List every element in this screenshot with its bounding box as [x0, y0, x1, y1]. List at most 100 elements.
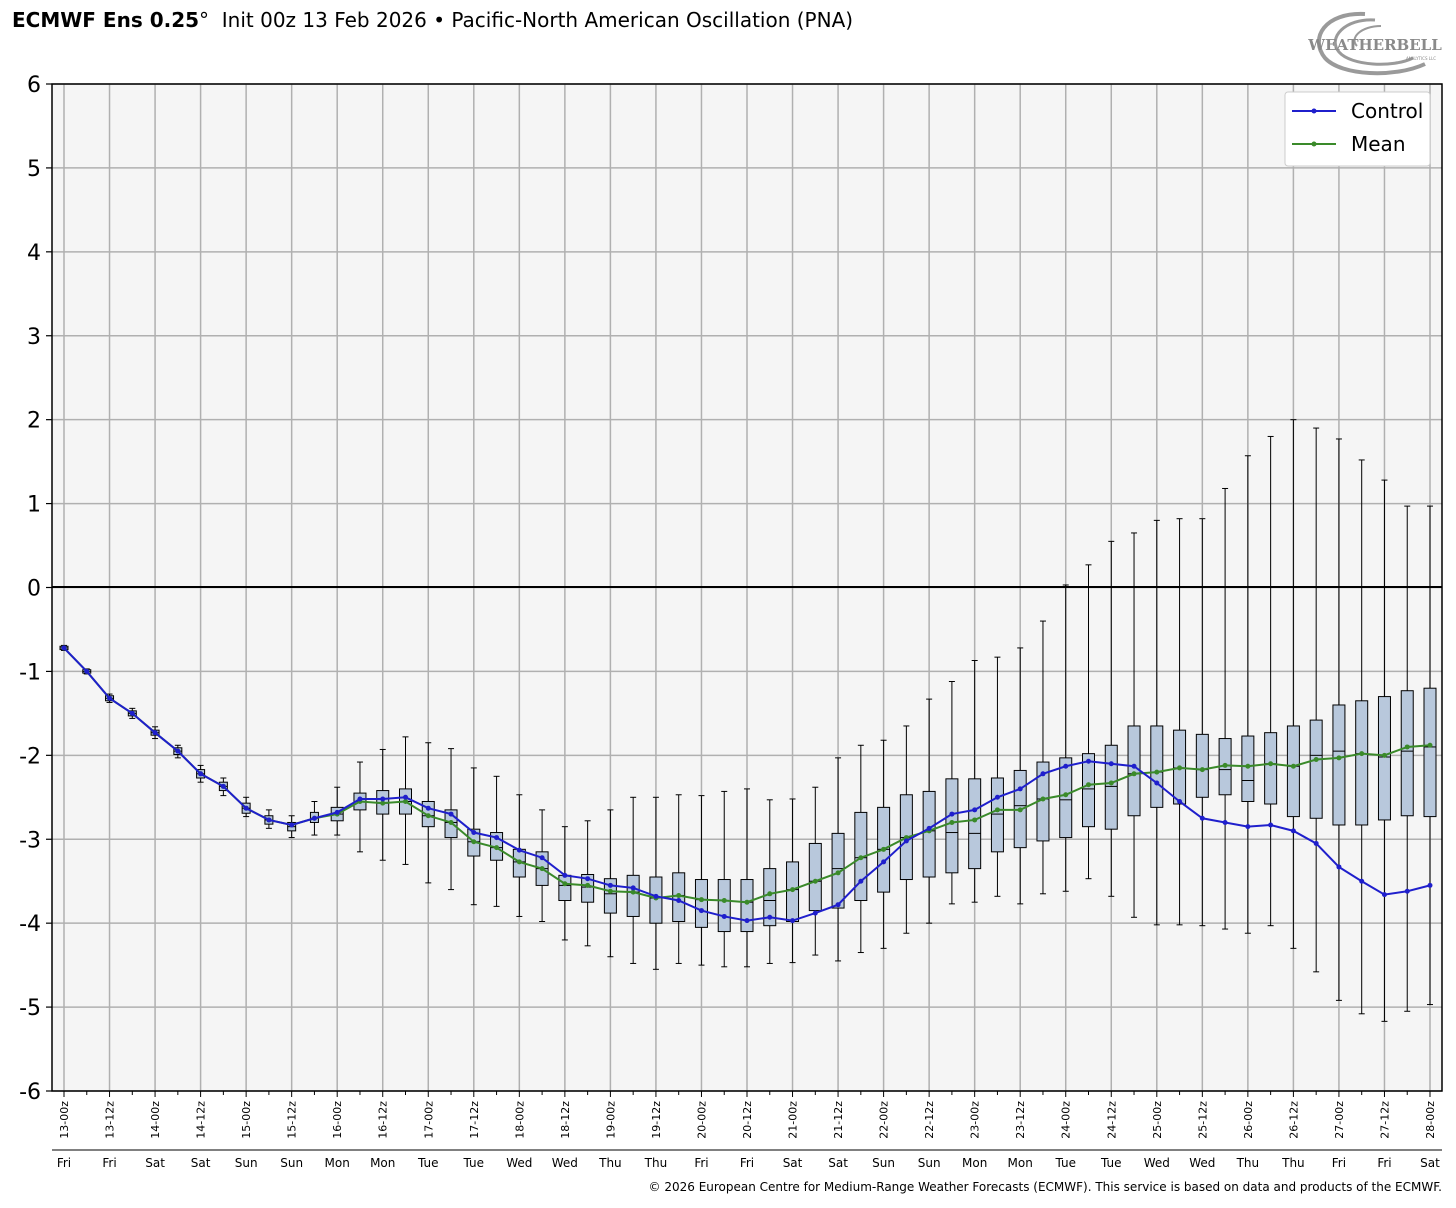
- y-tick-label: 1: [27, 493, 41, 518]
- mean-point: [471, 839, 477, 845]
- day-label: Sun: [872, 1156, 895, 1170]
- control-point: [243, 805, 249, 811]
- y-tick-label: 6: [27, 73, 41, 98]
- copyright-credit: © 2026 European Centre for Medium-Range …: [648, 1180, 1442, 1194]
- day-label: Sun: [280, 1156, 303, 1170]
- control-point: [380, 796, 386, 802]
- control-point: [539, 855, 545, 861]
- ensemble-box: [968, 778, 982, 870]
- day-label: Sat: [1420, 1156, 1440, 1170]
- ensemble-box: [581, 873, 595, 903]
- series-lines: [61, 645, 1433, 924]
- x-tick-label: 24-12z: [1105, 1101, 1118, 1139]
- control-legend-label: Control: [1351, 99, 1423, 123]
- day-label: Thu: [598, 1156, 622, 1170]
- control-point: [425, 805, 431, 811]
- ensemble-box: [740, 879, 754, 933]
- mean-point: [949, 819, 955, 825]
- mean-point: [1290, 763, 1296, 769]
- day-label: Thu: [1281, 1156, 1305, 1170]
- day-label: Fri: [1332, 1156, 1346, 1170]
- mean-point: [630, 889, 636, 895]
- control-point: [448, 811, 454, 817]
- mean-point: [1040, 796, 1046, 802]
- ensemble-box: [1241, 735, 1255, 802]
- mean-point: [1313, 757, 1319, 763]
- control-point: [835, 902, 841, 908]
- mean-point: [835, 870, 841, 876]
- control-point: [903, 838, 909, 844]
- mean-point: [607, 888, 613, 894]
- day-label: Thu: [1236, 1156, 1260, 1170]
- mean-legend-label: Mean: [1351, 132, 1406, 156]
- mean-point: [1336, 755, 1342, 761]
- mean-point: [1268, 761, 1274, 767]
- mean-point: [1131, 771, 1137, 777]
- x-tick-label: 27-00z: [1333, 1101, 1346, 1139]
- ensemble-box: [717, 879, 731, 933]
- day-label: Mon: [370, 1156, 395, 1170]
- y-tick-label: 0: [27, 577, 41, 602]
- mean-point: [744, 899, 750, 905]
- mean-legend-marker: [1311, 141, 1317, 147]
- control-point: [653, 893, 659, 899]
- x-axis: 13-00z 13-12z 14-00z 14-12z 15-00z 15-12z 16-0…: [57, 1091, 1440, 1170]
- mean-point: [1359, 751, 1365, 757]
- day-label: Mon: [1008, 1156, 1033, 1170]
- x-tick-label: 25-12z: [1196, 1101, 1209, 1139]
- init-time: Init 00z 13 Feb 2026: [221, 8, 427, 32]
- x-tick-label: 18-00z: [513, 1101, 526, 1139]
- control-point: [630, 885, 636, 891]
- mean-point: [380, 800, 386, 806]
- x-tick-label: 26-12z: [1287, 1101, 1300, 1139]
- control-point: [289, 822, 295, 828]
- x-tick-label: 13-12z: [104, 1101, 117, 1139]
- control-point: [220, 783, 226, 789]
- day-label: Sat: [783, 1156, 803, 1170]
- ensemble-box: [945, 778, 959, 874]
- ensemble-box: [558, 874, 572, 902]
- ensemble-box: [763, 868, 777, 927]
- mean-point: [448, 819, 454, 825]
- ensemble-box: [1423, 687, 1437, 818]
- control-point: [107, 695, 113, 701]
- mean-point: [676, 892, 682, 898]
- day-label: Mon: [325, 1156, 350, 1170]
- control-legend-marker: [1311, 108, 1317, 114]
- control-point: [1108, 761, 1114, 767]
- control-point: [1177, 798, 1183, 804]
- x-tick-label: 21-00z: [787, 1101, 800, 1139]
- ensemble-box: [990, 777, 1004, 853]
- control-point: [562, 872, 568, 878]
- control-point: [198, 771, 204, 777]
- control-point: [1063, 763, 1069, 769]
- y-tick-label: -5: [19, 996, 41, 1021]
- ensemble-box: [1195, 733, 1209, 798]
- control-point: [1131, 763, 1137, 769]
- control-point: [1404, 888, 1410, 894]
- y-tick-label: -3: [19, 828, 41, 853]
- x-tick-label: 22-12z: [923, 1101, 936, 1139]
- x-tick-label: 23-12z: [1014, 1101, 1027, 1139]
- mean-point: [858, 855, 864, 861]
- control-point: [858, 878, 864, 884]
- control-point: [1381, 892, 1387, 898]
- control-point: [84, 668, 90, 674]
- y-tick-label: -4: [19, 912, 41, 937]
- control-point: [266, 817, 272, 823]
- day-label: Mon: [962, 1156, 987, 1170]
- control-point: [972, 807, 978, 813]
- mean-point: [562, 881, 568, 887]
- control-point: [1222, 819, 1228, 825]
- control-point: [516, 847, 522, 853]
- x-tick-label: 14-00z: [149, 1101, 162, 1139]
- control-point: [61, 645, 67, 651]
- day-label: Wed: [506, 1156, 532, 1170]
- day-label: Tue: [1054, 1156, 1076, 1170]
- control-point: [1290, 828, 1296, 834]
- ensemble-box: [1127, 725, 1141, 817]
- control-point: [1313, 840, 1319, 846]
- control-point: [1359, 878, 1365, 884]
- y-axis: 6 5 4 3 2 1 0 -1 -2 -3 -4 -5 -6: [19, 73, 52, 1105]
